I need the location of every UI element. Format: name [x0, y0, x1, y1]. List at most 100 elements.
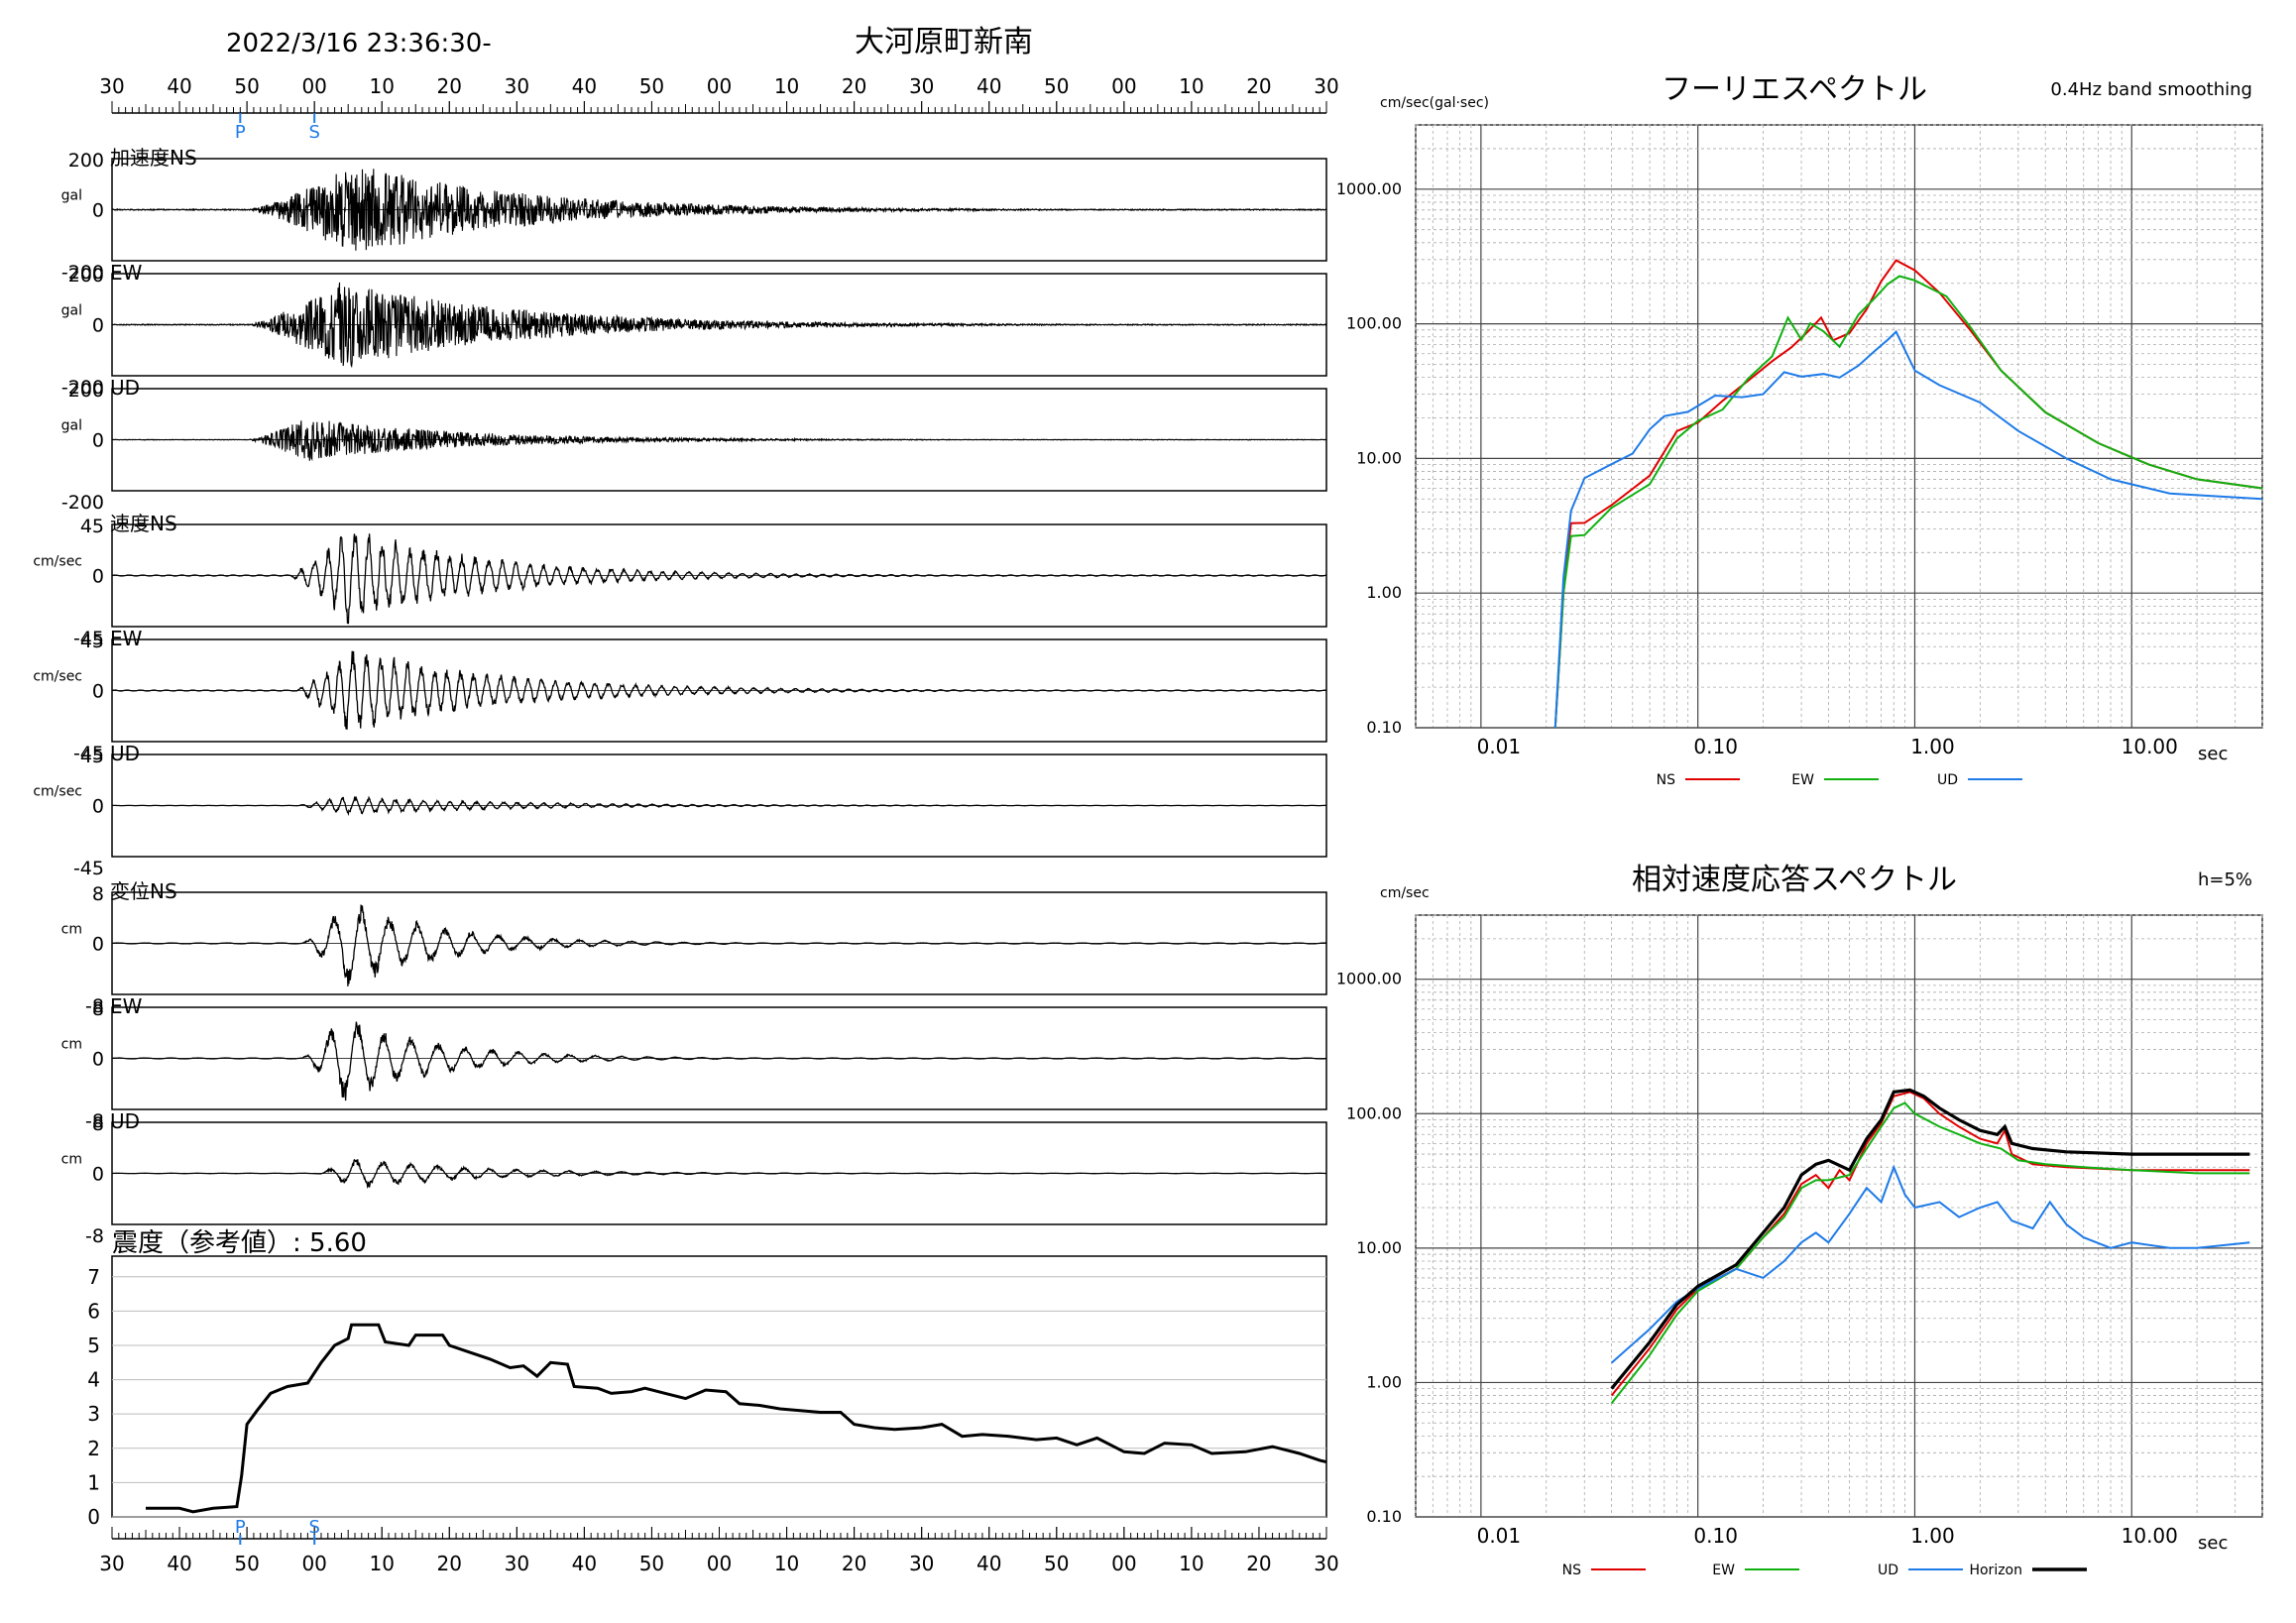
y-tick-label: 45 — [80, 516, 104, 537]
channel-label: UD — [110, 742, 140, 765]
s-arrival-label: S — [308, 1517, 319, 1538]
time-tick-label: 10 — [774, 1552, 799, 1575]
y-tick-label: 45 — [80, 631, 104, 652]
time-tick-label: 50 — [1044, 74, 1069, 98]
legend-label: NS — [1657, 772, 1675, 788]
time-tick-label: 00 — [301, 1552, 326, 1575]
unit-label: gal — [61, 418, 82, 434]
waveform-trace — [111, 650, 1327, 730]
series-line-ns — [1553, 259, 2263, 729]
waveform-panel: 8 0 -8 cm 変位NS — [61, 879, 1327, 1017]
series-line-ew — [1553, 275, 2263, 729]
y-tick-label: 10.00 — [1356, 448, 1402, 467]
time-tick-label: 00 — [1111, 74, 1136, 98]
x-tick-label: 1.00 — [1910, 1524, 1955, 1548]
channel-label: UD — [110, 1109, 140, 1133]
time-tick-label: 00 — [707, 74, 732, 98]
y-tick-label: 0 — [92, 200, 104, 222]
time-tick-label: 40 — [976, 1552, 1001, 1575]
waveform-panel: 45 0 -45 cm/sec 速度NS — [33, 512, 1327, 649]
y-tick-label: 0 — [92, 796, 104, 818]
y-tick-label: 0.10 — [1366, 1507, 1402, 1526]
y-tick-label: 200 — [68, 265, 104, 287]
y-tick-label: -200 — [61, 262, 104, 284]
waveform-trace — [112, 1021, 1326, 1101]
waveform-trace — [111, 282, 1327, 369]
y-tick-label: 8 — [92, 998, 104, 1020]
y-tick-label: 8 — [92, 883, 104, 905]
series-line-ew — [1610, 1101, 2250, 1405]
y-tick-label: -8 — [85, 1225, 104, 1247]
plot-frame — [1415, 124, 2263, 729]
y-tick-label: 10.00 — [1356, 1238, 1402, 1257]
time-tick-label: 40 — [167, 1552, 191, 1575]
legend-label: EW — [1791, 772, 1814, 788]
time-tick-label: 10 — [369, 74, 394, 98]
bottom-time-axis: 30 40 50 00 10 20 30 40 50 00 10 20 30 40 50 00 10 20 30 P S — [99, 1517, 1338, 1575]
unit-label: gal — [61, 188, 82, 204]
y-tick-label: 45 — [80, 746, 104, 767]
time-tick-label: 20 — [1246, 1552, 1271, 1575]
waveform-panel: 8 0 -8 cm UD — [61, 1109, 1327, 1247]
chart-title: フーリエスペクトル — [1662, 72, 1927, 107]
intensity-tick-label: 2 — [87, 1437, 100, 1460]
time-tick-label: 30 — [1314, 74, 1338, 98]
time-tick-label: 40 — [572, 74, 597, 98]
waveform-trace — [111, 420, 1327, 462]
y-tick-label: -8 — [85, 995, 104, 1017]
waveform-panel: 45 0 -45 cm/sec UD — [33, 742, 1327, 879]
legend-label: EW — [1712, 1563, 1735, 1578]
intensity-line — [146, 1323, 1327, 1514]
x-tick-label: 1.00 — [1910, 735, 1955, 758]
y-tick-label: 0 — [92, 315, 104, 337]
time-tick-label: 10 — [774, 74, 799, 98]
channel-label: EW — [110, 627, 143, 650]
s-arrival-label: S — [308, 122, 319, 143]
y-tick-label: 0 — [92, 1049, 104, 1071]
x-tick-label: 0.01 — [1477, 735, 1522, 758]
x-tick-label: 10.00 — [2122, 735, 2178, 758]
y-tick-label: 0 — [92, 1164, 104, 1186]
plot-frame — [1415, 914, 2263, 1518]
waveform-trace — [111, 904, 1327, 986]
station-name: 大河原町新南 — [855, 25, 1033, 59]
y-unit-label: cm/sec(gal·sec) — [1380, 95, 1489, 111]
y-tick-label: 0 — [92, 430, 104, 452]
time-tick-label: 50 — [1044, 1552, 1069, 1575]
series-line-ud — [1610, 1164, 2250, 1364]
waveform-area: 30 40 50 00 10 20 30 40 50 00 10 20 30 40 50 00 10 20 30P S… — [33, 74, 1338, 1247]
intensity-tick-label: 5 — [87, 1333, 100, 1357]
legend-label: UD — [1878, 1563, 1898, 1578]
time-tick-label: 30 — [505, 1552, 529, 1575]
channel-label: EW — [110, 261, 143, 285]
waveform-trace — [111, 533, 1327, 625]
x-tick-label: 10.00 — [2122, 1524, 2178, 1548]
y-tick-label: 0 — [92, 681, 104, 703]
time-tick-label: 40 — [976, 74, 1001, 98]
y-tick-label: 200 — [68, 150, 104, 172]
waveform-panel: 200 0 -200 gal UD — [61, 376, 1327, 514]
time-tick-label: 50 — [234, 1552, 259, 1575]
y-tick-label: 100.00 — [1346, 1103, 1402, 1122]
x-tick-label: 0.10 — [1693, 1524, 1738, 1548]
channel-label: 加速度NS — [110, 146, 197, 170]
time-tick-label: 00 — [1111, 1552, 1136, 1575]
legend-label: UD — [1937, 772, 1958, 788]
y-tick-label: 0.10 — [1366, 718, 1402, 737]
y-tick-label: -45 — [73, 628, 104, 649]
x-unit-label: sec — [2198, 1533, 2228, 1554]
waveform-panel: 8 0 -8 cm EW — [61, 994, 1327, 1132]
time-tick-label: 20 — [1246, 74, 1271, 98]
time-tick-label: 30 — [99, 1552, 124, 1575]
y-tick-label: 1.00 — [1366, 583, 1402, 602]
time-tick-label: 50 — [639, 74, 664, 98]
time-tick-label: 20 — [842, 1552, 866, 1575]
legend: NS EW UD Horizon — [1562, 1563, 2087, 1578]
time-tick-label: 00 — [707, 1552, 732, 1575]
time-tick-label: 30 — [1314, 1552, 1338, 1575]
channel-label: 速度NS — [110, 512, 177, 535]
x-tick-label: 0.01 — [1477, 1524, 1522, 1548]
legend-label: NS — [1562, 1563, 1581, 1578]
